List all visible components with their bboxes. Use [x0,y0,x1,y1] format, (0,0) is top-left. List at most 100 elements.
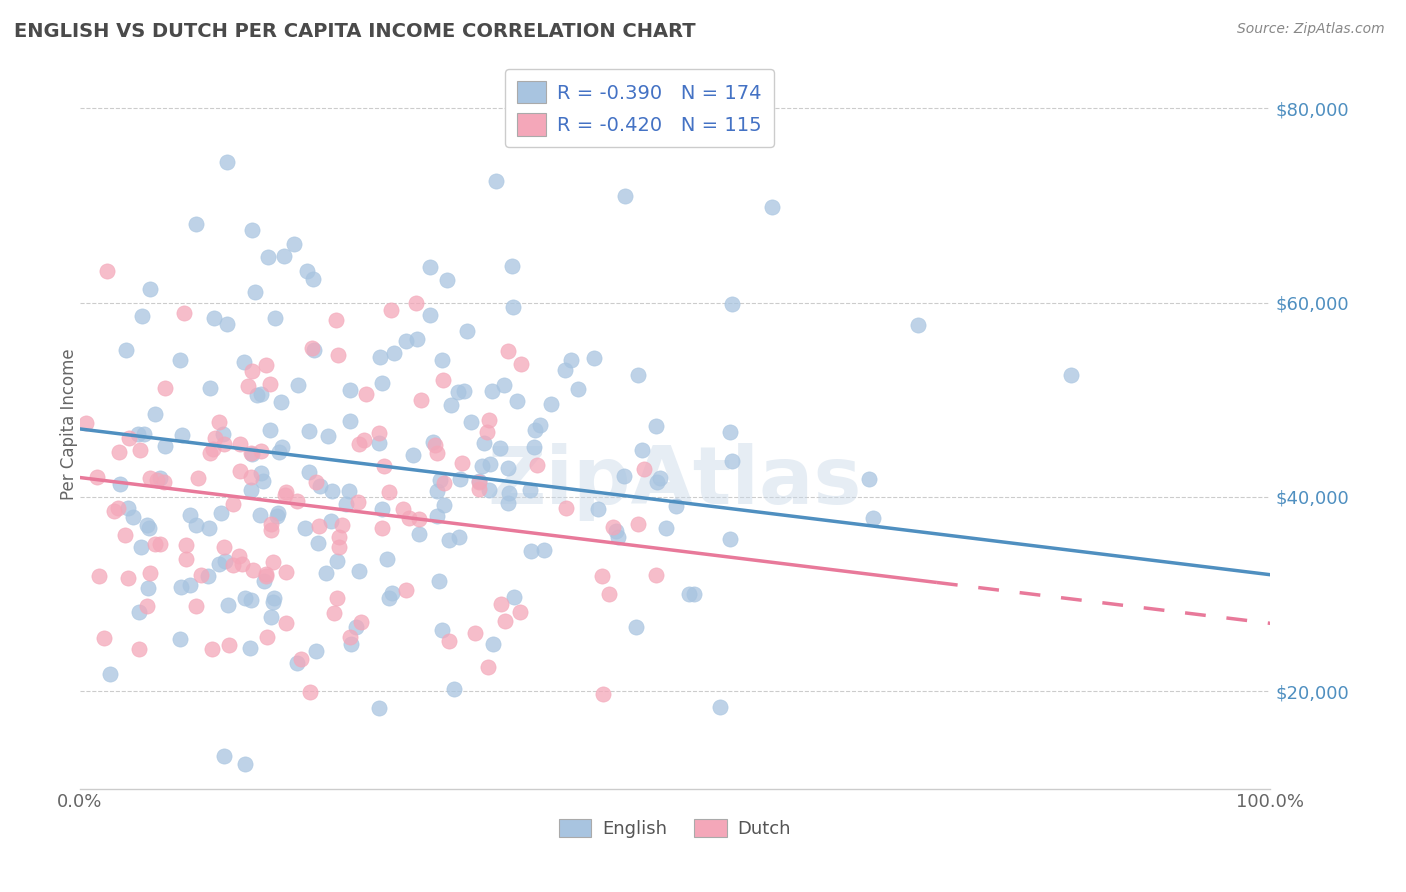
Y-axis label: Per Capita Income: Per Capita Income [60,348,77,500]
Point [321,484,343,499]
Point [368,435,391,450]
Point [212,437,235,451]
Point [427,574,450,588]
Point [145,407,167,421]
Point [250,466,273,480]
Point [665,500,688,514]
Point [554,500,576,515]
Point [201,642,224,657]
Point [260,517,283,532]
Point [678,587,700,601]
Point [290,652,312,666]
Point [256,250,278,264]
Point [328,530,350,544]
Point [496,496,519,510]
Point [259,376,281,391]
Point [443,682,465,697]
Point [477,413,499,427]
Point [533,542,555,557]
Point [433,476,456,491]
Point [709,699,731,714]
Point [179,578,201,592]
Point [273,249,295,263]
Point [179,508,201,523]
Point [540,397,562,411]
Point [468,474,491,488]
Point [456,324,478,338]
Point [302,343,325,357]
Point [169,353,191,368]
Point [243,285,266,300]
Point [349,437,371,451]
Point [429,473,451,487]
Text: Source: ZipAtlas.com: Source: ZipAtlas.com [1237,22,1385,37]
Point [586,502,609,516]
Point [139,282,162,296]
Point [260,523,283,537]
Point [246,387,269,401]
Point [319,514,342,528]
Point [371,520,394,534]
Point [523,440,546,454]
Point [86,469,108,483]
Point [190,567,212,582]
Point [328,540,350,554]
Point [384,346,406,360]
Point [285,656,308,670]
Point [645,475,668,489]
Point [240,223,263,237]
Point [143,537,166,551]
Point [502,591,524,605]
Text: ZipAtlas: ZipAtlas [488,443,862,522]
Point [301,272,323,286]
Point [295,264,318,278]
Point [496,343,519,358]
Point [602,520,624,534]
Point [170,427,193,442]
Point [209,506,232,520]
Point [498,485,520,500]
Point [627,516,650,531]
Point [233,591,256,606]
Point [155,439,177,453]
Point [326,553,349,567]
Point [339,630,361,644]
Point [256,358,278,372]
Point [371,502,394,516]
Point [468,475,491,490]
Point [761,200,783,214]
Point [276,616,298,631]
Point [233,756,256,771]
Point [347,564,370,578]
Point [136,581,159,595]
Point [174,551,197,566]
Point [472,435,495,450]
Point [145,473,167,487]
Point [117,500,139,515]
Point [149,536,172,550]
Point [186,518,208,533]
Point [423,438,446,452]
Point [353,433,375,447]
Point [506,393,529,408]
Point [128,641,150,656]
Point [75,417,97,431]
Point [208,557,231,571]
Point [436,273,458,287]
Point [380,302,402,317]
Point [560,353,582,368]
Point [613,468,636,483]
Point [325,312,347,326]
Point [103,504,125,518]
Point [127,426,149,441]
Point [409,392,432,407]
Point [339,414,361,428]
Point [627,368,650,382]
Point [93,632,115,646]
Text: ENGLISH VS DUTCH PER CAPITA INCOME CORRELATION CHART: ENGLISH VS DUTCH PER CAPITA INCOME CORRE… [14,22,696,41]
Point [471,458,494,473]
Point [267,506,290,520]
Point [309,479,332,493]
Point [240,593,263,607]
Point [262,555,284,569]
